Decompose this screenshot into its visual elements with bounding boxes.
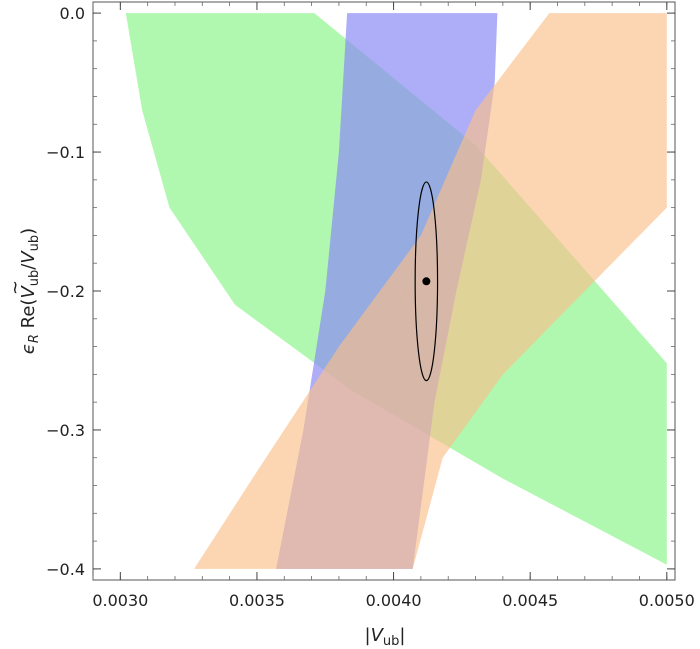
x-axis-title: |Vub| <box>365 625 406 649</box>
y-tick-label: −0.2 <box>46 282 85 301</box>
best-fit-point <box>422 277 431 286</box>
x-tick-label: 0.0035 <box>229 591 285 610</box>
x-tick-label: 0.0030 <box>92 591 148 610</box>
y-tick-label: −0.1 <box>46 143 85 162</box>
x-tick-label: 0.0045 <box>502 591 558 610</box>
svg-text:ϵR Re(Vub/Vub): ϵR Re(Vub/Vub) <box>18 228 42 354</box>
regions-layer <box>125 13 667 569</box>
y-tick-label: −0.4 <box>46 560 85 579</box>
x-tick-label: 0.0040 <box>366 591 422 610</box>
y-tick-label: −0.3 <box>46 421 85 440</box>
y-tick-label: 0.0 <box>60 4 85 23</box>
ticks-layer: 0.0030 0.0035 0.0040 0.0045 0.0050 0.0 −0.1 −0.… <box>46 2 695 610</box>
region-orange-band <box>194 13 667 569</box>
x-tick-label: 0.0050 <box>639 591 695 610</box>
y-axis-title: ϵR Re(Vub/Vub) ~ <box>5 228 42 354</box>
overlay-layer <box>414 181 439 382</box>
confidence-ellipse <box>414 181 439 382</box>
y-axis-title-tilde: ~ <box>5 280 26 295</box>
